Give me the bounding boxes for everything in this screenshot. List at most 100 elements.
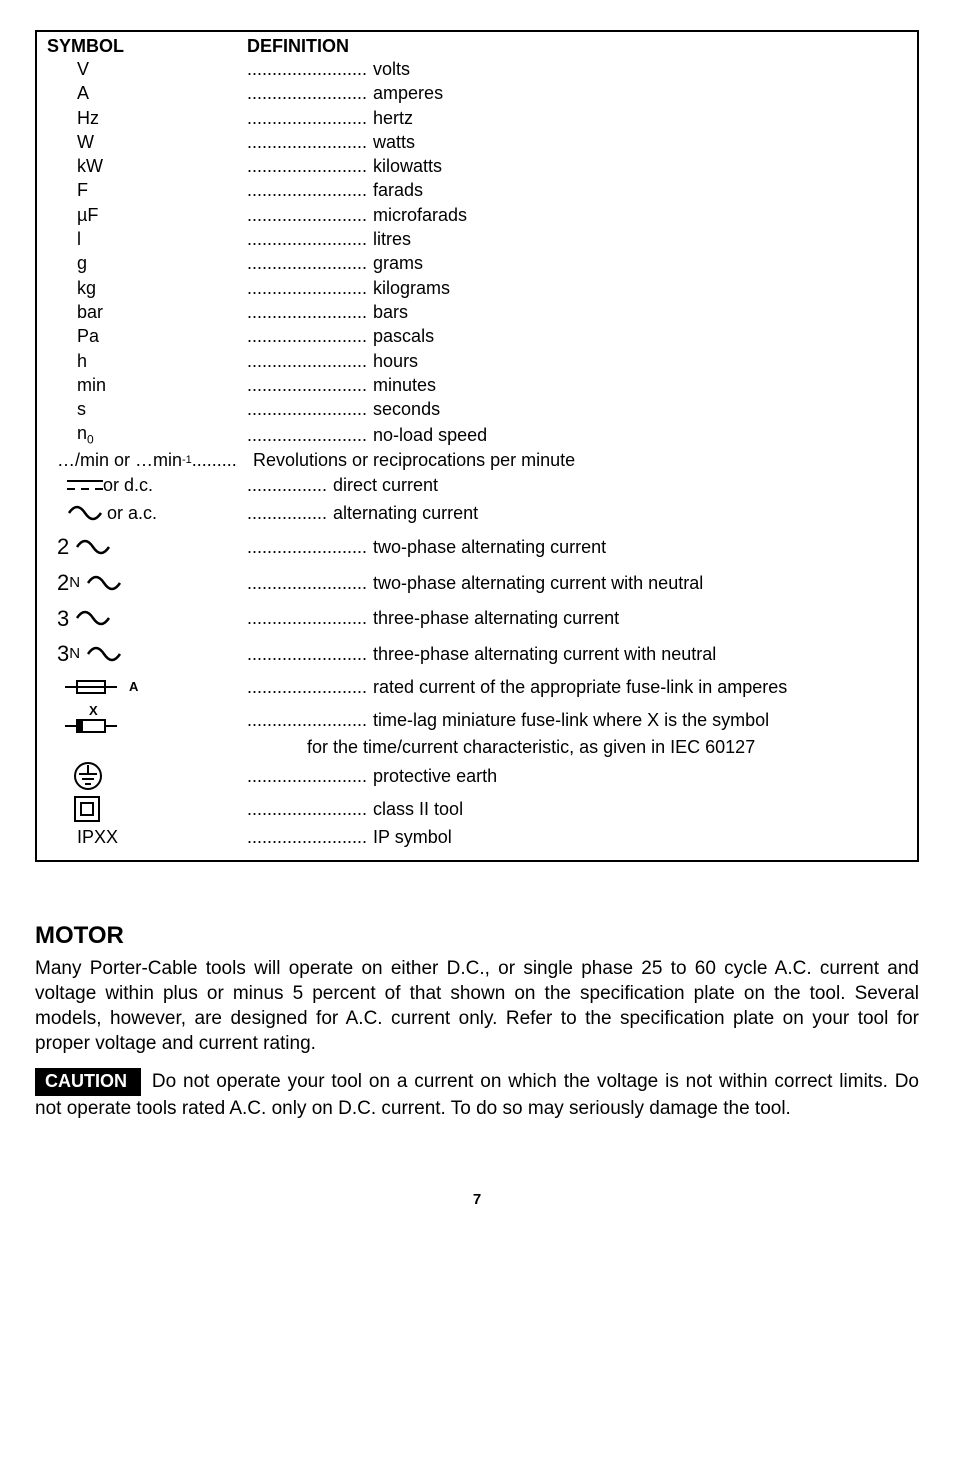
def-text: volts [373,57,410,81]
table-row: …/min or …min-1 ......... Revolutions or… [47,448,907,472]
table-row: 3 ........................three-phase al… [47,601,907,637]
table-row: W........................watts [47,130,907,154]
table-row: A ........................rated current … [47,672,907,702]
def-text: kilograms [373,276,450,300]
motor-heading: MOTOR [35,922,919,950]
def-text: three-phase alternating current [373,606,619,630]
symbol-definition-table: SYMBOL DEFINITION V.....................… [35,30,919,862]
def-text: time-lag miniature fuse-link where X is … [373,708,769,732]
symbol-cell: W [47,130,247,154]
def-text: litres [373,227,411,251]
caution-text: Do not operate your tool on a current on… [35,1071,919,1119]
symbol-dc: or d.c. [47,473,247,497]
class2-icon [73,795,101,823]
svg-text:X: X [89,705,98,718]
sine-icon [75,608,115,628]
table-row: 2N ........................two-phase alt… [47,565,907,601]
table-row: ........................protective earth [47,759,907,793]
def-text: alternating current [333,501,478,525]
def-text: no-load speed [373,423,487,447]
table-row: bar........................bars [47,300,907,324]
def-text: Revolutions or reciprocations per minute [247,448,575,472]
symbol-n0: n0 [47,421,247,448]
def-text: three-phase alternating current with neu… [373,642,716,666]
def-text: kilowatts [373,154,442,178]
table-row: n0 ........................no-load speed [47,421,907,448]
symbol-2phase: 2 [47,532,247,562]
symbol-cell: V [47,57,247,81]
symbol-cell: g [47,251,247,275]
def-text: minutes [373,373,436,397]
symbol-cell: Hz [47,106,247,130]
symbol-ipxx: IPXX [47,825,247,849]
table-row: Pa........................pascals [47,324,907,348]
table-row: A........................amperes [47,81,907,105]
symbol-cell: A [47,81,247,105]
table-row: h........................hours [47,349,907,373]
def-text: bars [373,300,408,324]
motor-paragraph: Many Porter-Cable tools will operate on … [35,956,919,1056]
symbol-cell: min [47,373,247,397]
page-number: 7 [35,1191,919,1208]
def-text: direct current [333,473,438,497]
def-text: hours [373,349,418,373]
symbol-cell: h [47,349,247,373]
symbol-3nphase: 3N [47,639,247,669]
table-row: kW........................kilowatts [47,154,907,178]
symbol-cell: bar [47,300,247,324]
table-row: or d.c. ................direct current [47,473,907,497]
table-row: IPXX ........................IP symbol [47,825,907,849]
table-row: ........................class II tool [47,793,907,825]
def-text: protective earth [373,764,497,788]
sine-icon [86,644,126,664]
symbol-2nphase: 2N [47,568,247,598]
dc-icon [67,478,103,492]
symbol-ac: or a.c. [47,501,247,525]
def-text: farads [373,178,423,202]
def-text: pascals [373,324,434,348]
symbol-cell: F [47,178,247,202]
fuse-icon [65,678,125,696]
sine-icon [75,537,115,557]
table-row: F........................farads [47,178,907,202]
earth-icon [73,761,103,791]
fuse-x-icon: X [65,705,121,735]
symbol-permin: …/min or …min-1 ......... [47,448,247,472]
table-row: µF........................microfarads [47,203,907,227]
def-text: watts [373,130,415,154]
caution-paragraph: CAUTION Do not operate your tool on a cu… [35,1068,919,1121]
def-text: IP symbol [373,825,452,849]
table-row: kg........................kilograms [47,276,907,300]
symbol-fuse-a: A [47,678,247,696]
table-row: Hz........................hertz [47,106,907,130]
def-text: seconds [373,397,440,421]
def-text: class II tool [373,797,463,821]
def-text: microfarads [373,203,467,227]
def-text: two-phase alternating current [373,535,606,559]
symbol-cell: s [47,397,247,421]
fuse-x-continuation: for the time/current characteristic, as … [47,735,907,759]
table-row: 3N ........................three-phase a… [47,636,907,672]
symbol-pe [47,761,247,791]
symbol-cell: kg [47,276,247,300]
ac-icon [67,503,107,523]
table-row: or a.c. ................alternating curr… [47,497,907,529]
table-row: s........................seconds [47,397,907,421]
table-row: g........................grams [47,251,907,275]
sine-icon [86,573,126,593]
table-row: V........................volts [47,57,907,81]
def-text: grams [373,251,423,275]
def-text: two-phase alternating current with neutr… [373,571,703,595]
symbol-cell: kW [47,154,247,178]
caution-badge: CAUTION [35,1068,141,1096]
table-row: l........................litres [47,227,907,251]
table-row: 2 ........................two-phase alte… [47,529,907,565]
symbol-cell: Pa [47,324,247,348]
symbol-cell: µF [47,203,247,227]
table-row: min........................minutes [47,373,907,397]
symbol-fuse-x: X [47,705,247,735]
symbol-3phase: 3 [47,604,247,634]
symbol-class2 [47,795,247,823]
def-text: amperes [373,81,443,105]
table-row: X ........................time-lag minia… [47,702,907,735]
